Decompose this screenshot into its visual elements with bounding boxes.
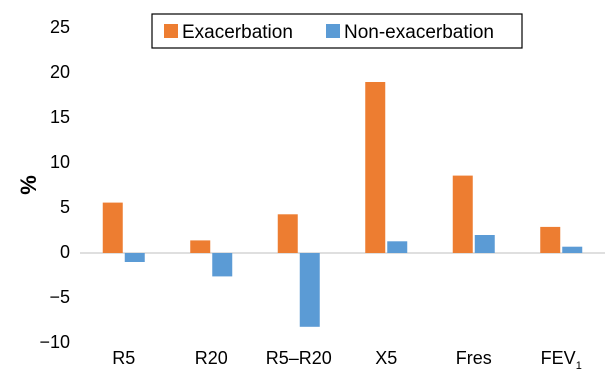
bar-exacerbation	[102, 202, 123, 253]
bar-exacerbation	[365, 82, 386, 253]
x-tick-label: R5	[112, 348, 135, 368]
y-tick-label: 20	[50, 62, 70, 82]
y-tick-label: 25	[50, 17, 70, 37]
bar-non-exacerbation	[299, 253, 320, 327]
y-tick-label: 10	[50, 152, 70, 172]
y-axis-label: %	[16, 175, 41, 195]
bars	[102, 82, 583, 327]
y-tick-label: 0	[60, 242, 70, 262]
bar-exacerbation	[452, 175, 473, 253]
x-tick-label: FEV1	[541, 348, 582, 372]
legend-swatch-exacerbation	[164, 24, 178, 38]
bar-non-exacerbation	[474, 235, 495, 253]
legend: Exacerbation Non-exacerbation	[151, 13, 523, 49]
legend-label-non-exacerbation: Non-exacerbation	[344, 22, 494, 43]
bar-non-exacerbation	[212, 253, 233, 277]
bar-non-exacerbation	[562, 246, 583, 253]
bar-exacerbation	[277, 214, 298, 253]
x-tick-label: X5	[375, 348, 397, 368]
legend-swatch-non-exacerbation	[326, 24, 340, 38]
x-tick-label: R20	[195, 348, 228, 368]
x-axis: R5 R20 R5–R20 X5 Fres FEV1	[80, 252, 605, 372]
y-tick-label: −5	[49, 287, 70, 307]
bar-exacerbation	[540, 226, 561, 253]
y-tick-label: −10	[39, 332, 70, 352]
legend-label-exacerbation: Exacerbation	[182, 22, 293, 43]
bar-exacerbation	[190, 240, 211, 253]
y-tick-label: 5	[60, 197, 70, 217]
y-axis: −10 −5 0 5 10 15 20 25	[39, 17, 70, 352]
x-tick-label: Fres	[456, 348, 492, 368]
x-tick-label: R5–R20	[266, 348, 332, 368]
y-tick-label: 15	[50, 107, 70, 127]
bar-non-exacerbation	[124, 253, 145, 262]
bar-non-exacerbation	[387, 241, 408, 253]
